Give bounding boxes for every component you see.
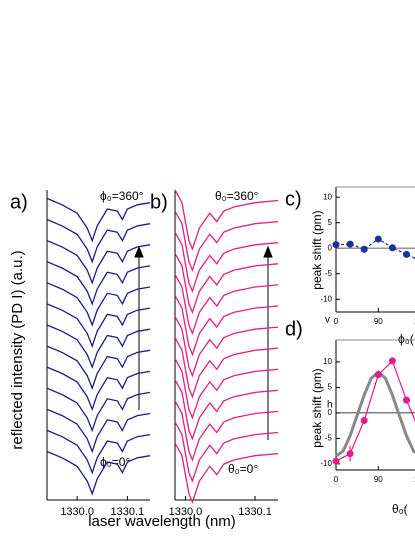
y-axis-title: peak shift (pm) xyxy=(310,210,324,289)
y-tick-label: -5 xyxy=(325,269,333,278)
point xyxy=(332,457,340,465)
series-line xyxy=(46,324,151,369)
series-line xyxy=(46,408,151,454)
point xyxy=(388,244,396,252)
y-tick-label: 10 xyxy=(323,192,332,201)
series-line xyxy=(46,218,151,264)
series-line xyxy=(174,274,279,336)
point xyxy=(403,250,410,258)
point xyxy=(374,235,382,243)
x-tick-label: 1330.0 xyxy=(169,506,203,518)
y-tick-label: 0 xyxy=(328,408,333,417)
series-line xyxy=(46,282,151,327)
series-line xyxy=(46,345,151,391)
point xyxy=(374,371,382,379)
x-axis-title: θ₀( xyxy=(392,502,408,516)
x-tick-label: 180 xyxy=(414,475,415,484)
series-line xyxy=(174,400,279,462)
series-line xyxy=(46,197,151,243)
annotation: v xyxy=(325,315,330,326)
x-axis-title: laser wavelength (nm) xyxy=(88,513,236,530)
series-line xyxy=(46,450,151,496)
series-line xyxy=(46,261,151,306)
series-line xyxy=(46,240,151,285)
x-tick-label: 1330.1 xyxy=(238,506,272,518)
panel-label: d) xyxy=(285,318,303,340)
x-tick-label: 1330.1 xyxy=(111,506,145,518)
series-line xyxy=(174,316,279,378)
series-line xyxy=(174,337,279,399)
series-line xyxy=(46,429,151,475)
series-line xyxy=(46,366,151,412)
series-line xyxy=(174,421,279,483)
y-tick-label: 0 xyxy=(328,243,333,252)
series-line xyxy=(174,231,279,294)
y-tick-label: -5 xyxy=(325,434,333,443)
point xyxy=(332,241,340,249)
annotation: ϕ₀=0° xyxy=(100,455,130,469)
point xyxy=(346,450,354,458)
y-tick-label: 10 xyxy=(323,357,332,366)
series-line xyxy=(174,442,279,504)
panel-label: a) xyxy=(10,191,28,213)
y-axis-title: reflected intensity (PD I) (a.u.) xyxy=(9,250,26,449)
x-tick-label: 1330.0 xyxy=(60,506,94,518)
y-tick-label: -10 xyxy=(320,294,332,303)
y-tick-label: -10 xyxy=(320,459,332,468)
x-tick-label: 180 xyxy=(414,317,415,326)
panel-label: b) xyxy=(150,191,168,213)
series-line xyxy=(174,210,279,272)
point xyxy=(388,357,396,365)
x-axis-title: ϕ₀( xyxy=(398,332,414,346)
point xyxy=(403,396,410,404)
annotation: θ₀=0° xyxy=(228,462,258,476)
point xyxy=(346,240,354,248)
x-tick-label: 90 xyxy=(374,317,383,326)
series-line xyxy=(46,303,151,348)
series-line xyxy=(46,387,151,433)
annotation: ϕ₀=360° xyxy=(100,189,144,203)
panel-label: c) xyxy=(285,188,302,210)
y-tick-label: 5 xyxy=(328,218,333,227)
point xyxy=(360,417,368,425)
series-line xyxy=(174,358,279,420)
point xyxy=(360,245,368,253)
x-tick-label: 0 xyxy=(334,317,339,326)
x-tick-label: 0 xyxy=(334,475,339,484)
series-line xyxy=(174,379,279,441)
y-tick-label: 5 xyxy=(328,383,333,392)
series-line xyxy=(174,295,279,357)
series-line xyxy=(174,252,279,315)
annotation: θ₀=360° xyxy=(215,189,259,203)
annotation: h xyxy=(327,400,333,411)
x-tick-label: 90 xyxy=(374,475,383,484)
y-axis-title: peak shift (pm) xyxy=(310,368,324,447)
series-line xyxy=(335,370,415,458)
series-line xyxy=(174,189,279,251)
